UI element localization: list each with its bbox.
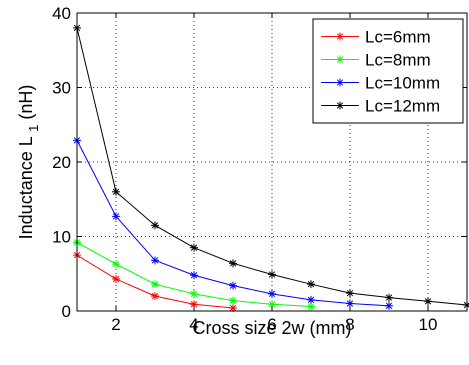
data-point	[190, 289, 198, 298]
y-axis-title: Inductance L 1 (nH)	[16, 85, 42, 240]
x-tick-label: 10	[419, 315, 438, 334]
data-point	[268, 289, 276, 298]
data-point	[307, 295, 315, 304]
legend-item: Lc=8mm	[321, 51, 431, 70]
y-tick-label: 40	[52, 4, 71, 23]
x-tick-label: 2	[111, 315, 120, 334]
data-point	[385, 293, 393, 302]
y-tick-label: 10	[52, 228, 71, 247]
data-point	[229, 281, 237, 290]
data-point	[112, 187, 120, 196]
data-point	[385, 301, 393, 310]
y-tick-label: 20	[52, 153, 71, 172]
data-point	[151, 292, 159, 301]
x-tick-label: 4	[189, 315, 198, 334]
legend-item: Lc=6mm	[321, 28, 431, 47]
data-point	[190, 271, 198, 280]
data-point	[424, 297, 432, 306]
legend-label: Lc=6mm	[365, 28, 431, 47]
data-point	[112, 274, 120, 283]
y-tick-label: 30	[52, 79, 71, 98]
series-lc-6mm	[73, 251, 237, 313]
legend-marker	[336, 101, 344, 110]
legend-label: Lc=12mm	[365, 97, 440, 116]
y-axis-title-subscript: 1	[26, 125, 41, 132]
y-axis-title-unit: (nH)	[16, 85, 36, 120]
data-point	[463, 301, 469, 310]
series-lc-8mm	[73, 238, 315, 311]
data-point	[229, 296, 237, 305]
legend-item: Lc=10mm	[321, 74, 440, 93]
legend: Lc=6mm Lc=8mm Lc=10mm Lc=12mm	[312, 18, 464, 124]
data-point	[151, 221, 159, 230]
y-tick-label: 0	[62, 302, 71, 321]
legend-marker	[336, 32, 344, 41]
data-point	[268, 270, 276, 279]
series-lc-10mm	[73, 136, 393, 310]
legend-label: Lc=8mm	[365, 51, 431, 70]
x-tick-label: 8	[345, 315, 354, 334]
y-axis-title-main: Inductance L	[16, 136, 36, 239]
data-point	[112, 260, 120, 269]
data-point	[307, 280, 315, 289]
series-layer	[73, 23, 469, 313]
data-point	[190, 243, 198, 252]
data-point	[229, 259, 237, 268]
legend-marker	[336, 78, 344, 87]
data-point	[151, 280, 159, 289]
data-point	[151, 256, 159, 265]
x-tick-label: 6	[267, 315, 276, 334]
axis-ticks: 2 4 6 8 10 0 10 20 30 40	[52, 4, 467, 334]
data-point	[112, 212, 120, 221]
data-point	[307, 302, 315, 311]
legend-item: Lc=12mm	[321, 97, 440, 116]
legend-label: Lc=10mm	[365, 74, 440, 93]
series-line	[76, 140, 390, 307]
data-point	[346, 289, 354, 298]
legend-marker	[336, 55, 344, 64]
x-axis-title: Cross size 2w (mm)	[192, 318, 351, 338]
